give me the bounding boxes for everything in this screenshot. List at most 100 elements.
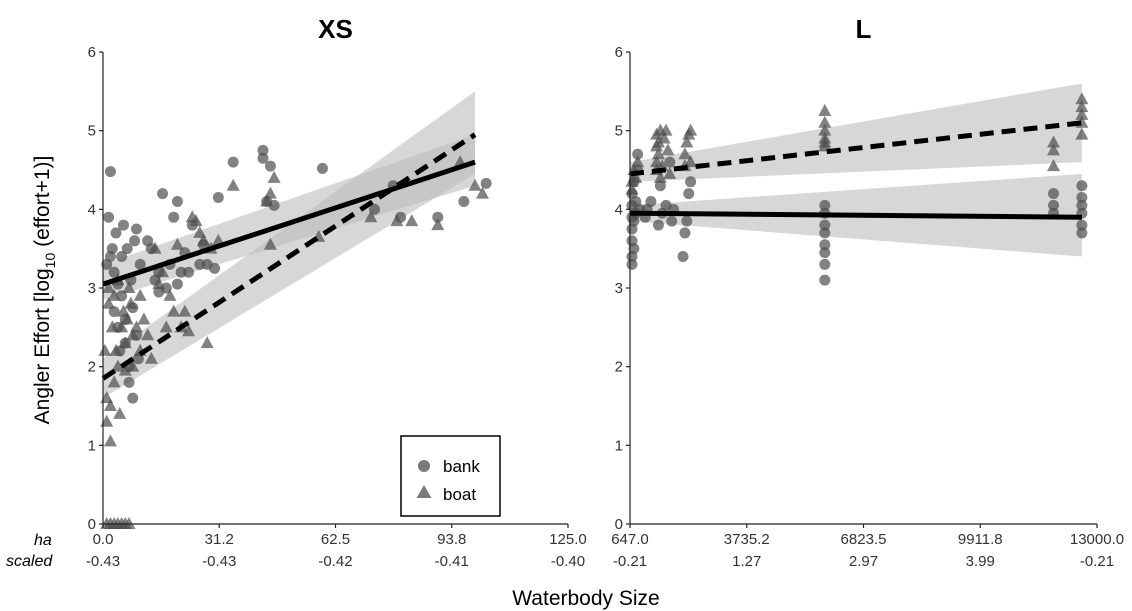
point-boat [663,166,677,179]
point-boat [109,343,123,356]
y-tick-label: 2 [615,359,623,376]
x-tick-label-scaled: -0.21 [1080,553,1114,570]
point-bank [264,160,276,172]
point-bank [666,215,678,227]
point-boat [651,135,665,148]
legend-bank-label: bank [443,457,480,476]
point-boat [103,399,117,411]
point-boat [818,131,832,144]
point-bank [626,258,638,270]
point-bank [110,227,122,239]
point-boat [431,218,445,231]
point-bank [480,177,492,189]
x-tick-label-ha: 647.0 [611,531,649,548]
point-boat [405,214,419,227]
x-tick-label-scaled: -0.41 [435,553,469,570]
point-bank [121,243,133,255]
point-boat [126,328,140,341]
x-tick-label-scaled: 3.99 [966,553,995,570]
point-boat [102,296,116,309]
point-bank [681,215,693,227]
y-tick-label: 0 [88,516,96,533]
point-bank [106,243,118,255]
point-bank [819,247,831,259]
point-bank [257,152,269,164]
point-boat [653,170,667,183]
point-boat [260,194,274,207]
x-tick-label-scaled: -0.43 [202,553,236,570]
point-bank [116,251,128,263]
point-boat [1047,143,1061,156]
point-boat [133,288,147,301]
point-bank [819,239,831,251]
point-bank [129,235,141,247]
point-boat [1075,127,1089,140]
point-boat [1047,135,1061,148]
point-bank [628,243,640,255]
point-boat [684,123,698,136]
row-label-scaled: scaled [6,553,53,570]
point-bank [212,192,224,204]
point-boat [659,123,673,136]
y-tick-label: 2 [88,359,96,376]
point-bank [268,199,280,211]
x-tick-label-ha: 125.0 [549,531,587,548]
point-boat [122,281,136,293]
y-tick-label: 1 [88,437,96,454]
y-axis-label: Angler Effort [log10 (effort+1)] [31,156,58,425]
point-boat [126,359,140,372]
fit-line-bank [102,159,476,287]
y-tick-label: 4 [615,201,623,218]
point-boat [111,359,125,372]
point-boat [98,343,112,356]
legend: bank boat [400,435,501,517]
point-boat [1075,107,1089,120]
point-bank [819,258,831,270]
point-boat [122,517,136,529]
x-tick-label-ha: 3735.2 [724,531,770,548]
panel-title: XS [318,14,353,44]
ci-ribbon-boat [630,83,1082,182]
point-bank [1076,227,1088,239]
point-bank [458,195,470,207]
point-boat [226,178,240,191]
point-boat [100,414,114,427]
point-bank [677,251,689,263]
panel-l: L 0 1 2 3 4 5 6 647.0 -0.21 3735.2 1.27 6823.5 2.97 99… [611,14,1124,570]
point-bank [117,219,129,231]
point-boat [680,135,694,148]
point-bank [316,162,328,174]
legend-bank-marker [418,460,430,472]
point-boat [631,155,645,168]
point-bank [209,262,221,274]
point-bank [632,148,644,160]
point-boat [118,336,132,349]
x-tick-label-ha: 62.5 [321,531,350,548]
point-bank [683,188,695,200]
point-bank [1076,180,1088,192]
point-bank [171,278,183,290]
point-bank [654,180,666,192]
point-boat [182,324,196,337]
point-boat [156,265,170,278]
point-boat [103,434,117,447]
point-boat [1075,92,1089,105]
point-bank [645,195,657,207]
point-boat [651,147,665,160]
y-tick-label: 1 [615,437,623,454]
point-bank [130,223,142,235]
point-bank [432,211,444,223]
point-boat [102,281,116,293]
point-boat [684,155,698,168]
y-tick-label: 0 [615,516,623,533]
point-bank [127,392,139,404]
point-boat [661,143,675,156]
point-boat [625,182,639,195]
point-boat [115,320,129,333]
point-bank [134,258,146,270]
x-tick-label-scaled: -0.43 [86,553,120,570]
point-bank [1076,199,1088,211]
point-bank [819,199,831,211]
point-boat [263,237,277,250]
